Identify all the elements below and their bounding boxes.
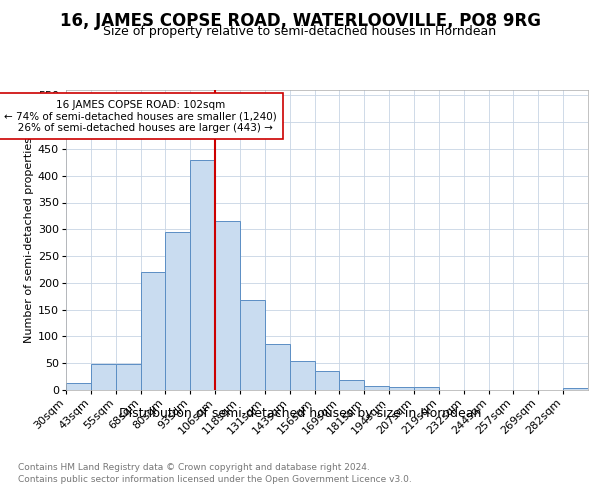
Bar bbox=[140, 272, 166, 390]
Bar bbox=[389, 388, 414, 390]
Bar bbox=[166, 232, 190, 390]
Text: Size of property relative to semi-detached houses in Horndean: Size of property relative to semi-detach… bbox=[103, 25, 497, 38]
Bar bbox=[364, 386, 389, 390]
Bar bbox=[290, 360, 314, 390]
Bar bbox=[91, 364, 116, 390]
Bar bbox=[414, 388, 439, 390]
Text: Contains HM Land Registry data © Crown copyright and database right 2024.: Contains HM Land Registry data © Crown c… bbox=[18, 462, 370, 471]
Bar bbox=[116, 364, 140, 390]
Bar bbox=[215, 221, 240, 390]
Text: 16 JAMES COPSE ROAD: 102sqm
← 74% of semi-detached houses are smaller (1,240)
  : 16 JAMES COPSE ROAD: 102sqm ← 74% of sem… bbox=[4, 100, 277, 133]
Bar bbox=[240, 300, 265, 390]
Bar bbox=[265, 344, 290, 390]
Text: Distribution of semi-detached houses by size in Horndean: Distribution of semi-detached houses by … bbox=[119, 408, 481, 420]
Y-axis label: Number of semi-detached properties: Number of semi-detached properties bbox=[24, 137, 34, 343]
Bar bbox=[563, 388, 588, 390]
Bar bbox=[66, 383, 91, 390]
Bar bbox=[340, 380, 364, 390]
Text: Contains public sector information licensed under the Open Government Licence v3: Contains public sector information licen… bbox=[18, 475, 412, 484]
Bar bbox=[190, 160, 215, 390]
Text: 16, JAMES COPSE ROAD, WATERLOOVILLE, PO8 9RG: 16, JAMES COPSE ROAD, WATERLOOVILLE, PO8… bbox=[59, 12, 541, 30]
Bar bbox=[314, 371, 340, 390]
